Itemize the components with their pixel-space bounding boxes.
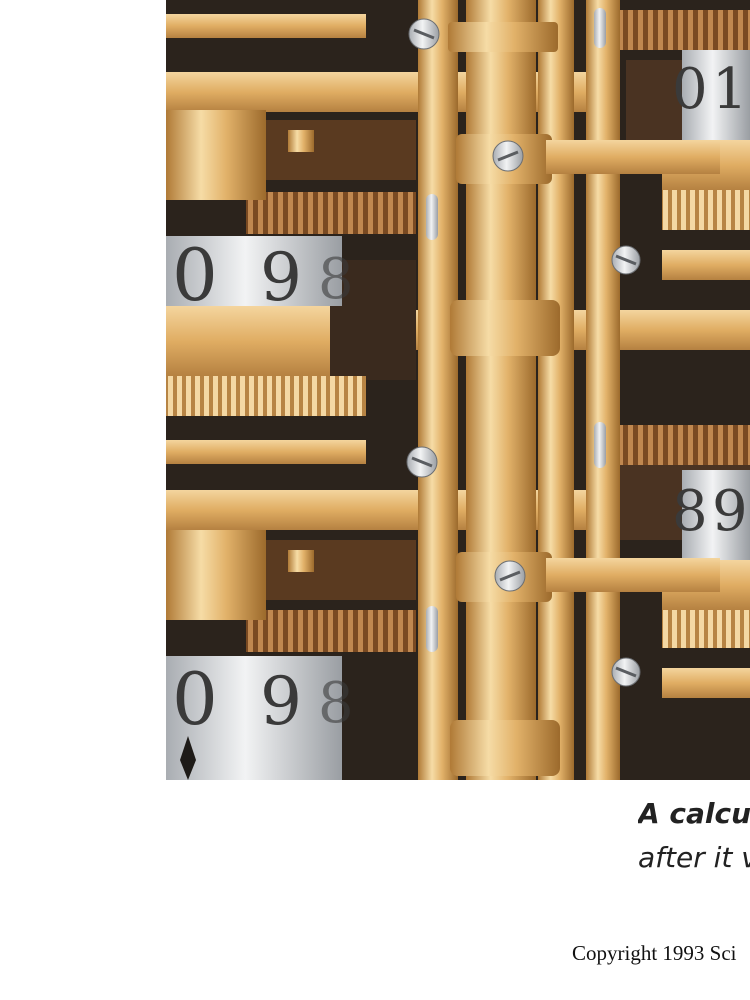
caption-line-2: after it v bbox=[638, 841, 750, 874]
dial-digit: 9 bbox=[260, 239, 302, 316]
gear-mechanism-illustration: 0 9 8 0 9 8 0 1 8 9 bbox=[166, 0, 750, 780]
dial-digit: 9 bbox=[712, 479, 748, 544]
copyright-notice: Copyright 1993 Sci bbox=[572, 941, 737, 965]
dial-digit: 1 bbox=[712, 57, 748, 122]
dial-digit: 8 bbox=[318, 671, 354, 736]
dial-digit: 8 bbox=[318, 247, 354, 312]
caption-line-1: A calcul bbox=[638, 797, 750, 830]
dial-digit: 9 bbox=[260, 663, 302, 740]
dial-digit: 0 bbox=[672, 57, 708, 122]
figure-caption: A calcul after it v bbox=[638, 792, 750, 880]
dial-digit: 8 bbox=[672, 479, 708, 544]
dial-digit: 0 bbox=[172, 233, 218, 317]
dial-digit: 0 bbox=[172, 657, 218, 741]
